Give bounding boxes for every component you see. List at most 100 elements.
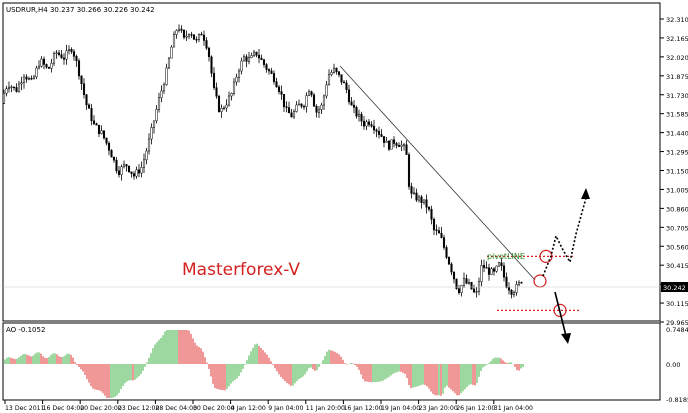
candle-body <box>137 169 141 174</box>
candle-body <box>97 124 101 134</box>
candle-body <box>235 76 238 83</box>
candle-body <box>157 97 161 110</box>
candle-body <box>240 60 243 72</box>
candle-body <box>257 54 261 59</box>
candle-body <box>260 57 263 60</box>
candle-body <box>80 75 83 84</box>
candle-body <box>355 107 358 117</box>
candle-body <box>287 107 291 114</box>
candle-body <box>20 82 23 85</box>
candle-body <box>457 288 461 293</box>
candle-body <box>177 28 181 31</box>
candle-body <box>152 120 156 128</box>
candle-body <box>452 271 456 280</box>
candle-body <box>425 199 428 208</box>
candle-body <box>60 54 63 59</box>
support-marker-circle <box>553 303 567 317</box>
candle-body <box>165 67 168 86</box>
current-price-label: 30.242 <box>663 284 686 292</box>
time-tick-label: 23 Dec 12:00 <box>118 405 160 412</box>
drawings-layer <box>339 65 590 344</box>
candle-body <box>297 103 301 106</box>
candle-body <box>17 83 21 92</box>
candle-body <box>375 129 378 132</box>
candle-body <box>325 84 328 97</box>
candle-body <box>520 282 523 284</box>
candle-body <box>107 142 111 151</box>
candle-body <box>502 265 506 278</box>
pivot-marker-circle <box>539 249 553 263</box>
candle-body <box>35 67 38 78</box>
candle-body <box>445 247 448 258</box>
candle-body <box>367 121 371 125</box>
time-tick-label: 11 Jan 20:00 <box>306 405 345 412</box>
candle-body <box>370 124 373 127</box>
candle-body <box>172 34 176 48</box>
candle-body <box>90 108 93 122</box>
candle-body <box>155 109 158 122</box>
candle-body <box>5 88 8 94</box>
candle-body <box>487 267 491 275</box>
candle-body <box>110 150 113 158</box>
candle-body <box>462 278 466 286</box>
candle-body <box>250 55 253 58</box>
candle-body <box>190 34 193 36</box>
time-tick-label: 16 Dec 04:00 <box>43 405 85 412</box>
candle-body <box>160 90 163 98</box>
candle-body <box>505 276 508 288</box>
candle-body <box>232 81 236 94</box>
candle-body <box>187 34 191 37</box>
candle-body <box>402 144 406 146</box>
pivot-line-label: pivotLINE <box>487 252 525 261</box>
candle-body <box>57 52 61 55</box>
candle-body <box>135 169 138 177</box>
candle-body <box>347 89 351 103</box>
candle-body <box>500 262 503 267</box>
candle-body <box>142 159 146 168</box>
candle-body <box>470 282 473 290</box>
candle-body <box>517 282 521 285</box>
candle-body <box>30 78 33 80</box>
candle-body <box>252 51 256 56</box>
candle-body <box>27 78 31 80</box>
candle-body <box>150 127 153 140</box>
price-tick-label: 31.005 <box>666 186 688 194</box>
candle-body <box>345 82 348 91</box>
candle-body <box>465 278 468 284</box>
candle-body <box>72 51 76 57</box>
candle-body <box>85 94 88 106</box>
candle-body <box>397 145 401 147</box>
candle-body <box>45 64 48 68</box>
candle-body <box>440 232 443 238</box>
time-tick-label: 28 Dec 04:00 <box>155 405 197 412</box>
forecast-up-arrowhead <box>581 188 590 199</box>
candle-body <box>162 84 166 92</box>
candle-body <box>277 86 281 92</box>
candle-body <box>335 67 338 72</box>
candle-body <box>407 154 411 187</box>
candle-body <box>282 94 286 107</box>
candle-body <box>485 267 488 269</box>
candle-body <box>472 288 476 293</box>
candle-body <box>512 292 516 295</box>
candle-body <box>320 104 323 110</box>
candle-body <box>212 72 216 88</box>
candle-body <box>495 265 498 272</box>
candle-body <box>360 113 363 122</box>
candle-body <box>515 284 518 293</box>
candle-body <box>167 57 171 69</box>
candle-body <box>22 76 26 83</box>
candle-body <box>242 56 246 62</box>
candle-body <box>365 121 368 127</box>
symbol-info-label: USDRUR,H4 30.237 30.266 30.226 30.242 <box>6 6 155 14</box>
candle-body <box>420 196 423 203</box>
price-tick-label: 30.705 <box>666 224 688 232</box>
candle-body <box>305 95 308 107</box>
candle-body <box>317 109 321 113</box>
oscillator-pane-frame <box>2 322 661 401</box>
candle-body <box>315 105 318 113</box>
time-tick-label: 20 Dec 20:00 <box>80 405 122 412</box>
